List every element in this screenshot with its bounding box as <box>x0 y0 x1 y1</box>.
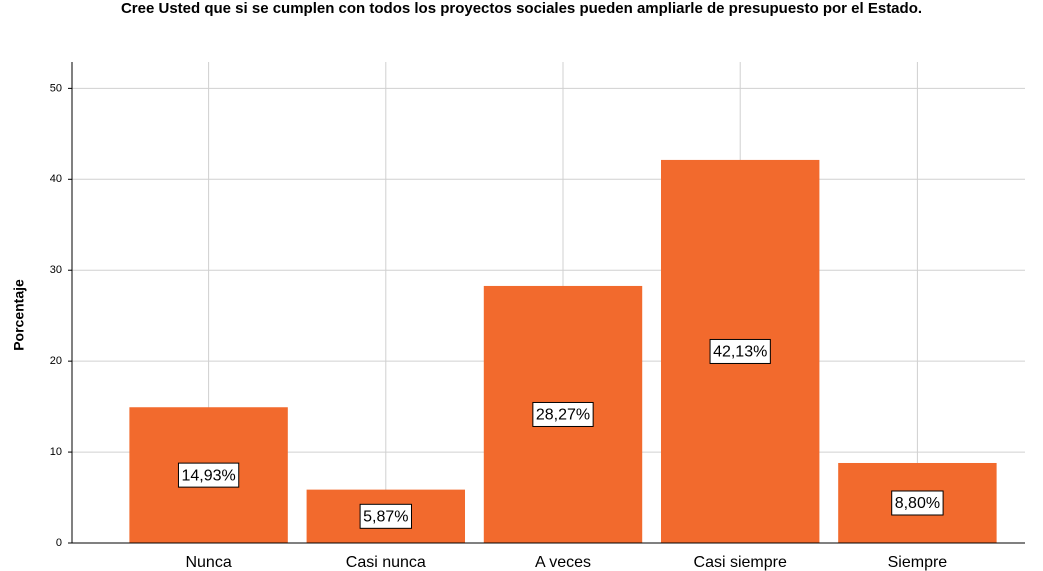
value-label: 5,87% <box>363 509 408 526</box>
value-label-box <box>532 401 594 427</box>
y-tick-label: 40 <box>50 173 62 185</box>
chart-title: Cree Usted que si se cumplen con todos l… <box>120 0 923 17</box>
x-tick-label: Siempre <box>888 554 948 571</box>
y-axis-label: Porcentaje <box>11 279 27 351</box>
value-label-box <box>359 503 412 529</box>
y-tick-label: 50 <box>50 82 62 94</box>
value-label: 42,13% <box>713 344 767 361</box>
value-label: 14,93% <box>181 467 235 484</box>
y-tick-label: 20 <box>50 355 62 367</box>
x-tick-label: A veces <box>535 554 591 571</box>
value-label-box <box>891 490 944 516</box>
value-label-box <box>177 462 240 488</box>
y-tick-label: 0 <box>56 537 62 549</box>
value-label: 8,80% <box>895 495 940 512</box>
y-tick-label: 10 <box>50 446 62 458</box>
value-label: 28,27% <box>536 407 590 424</box>
value-label-box <box>709 338 771 364</box>
x-tick-label: Nunca <box>185 554 231 571</box>
x-tick-label: Casi nunca <box>346 554 426 571</box>
y-tick-label: 30 <box>50 264 62 276</box>
x-tick-label: Casi siempre <box>694 554 787 571</box>
